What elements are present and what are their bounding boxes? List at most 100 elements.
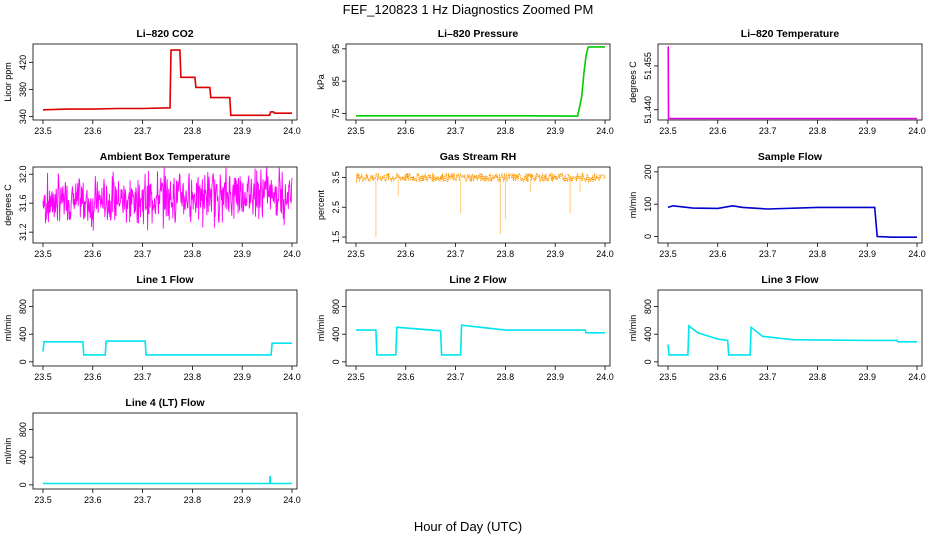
y-axis-label: ml/min: [3, 438, 13, 465]
x-tick-label: 23.6: [84, 495, 102, 505]
panel-title: Li–820 Temperature: [741, 28, 840, 40]
y-axis-label: degrees C: [628, 61, 638, 103]
x-tick-label: 23.8: [184, 495, 202, 505]
series-line: [356, 324, 605, 356]
y-axis-label: ml/min: [316, 315, 326, 342]
x-tick-label: 23.6: [84, 372, 102, 382]
x-tick-label: 23.8: [497, 249, 515, 259]
x-tick-label: 23.7: [759, 372, 777, 382]
figure-title: FEF_120823 1 Hz Diagnostics Zoomed PM: [343, 2, 594, 17]
x-tick-label: 23.7: [447, 249, 465, 259]
y-tick-label: 340: [18, 109, 28, 124]
series-line: [356, 46, 605, 117]
y-axis-label: kPa: [316, 74, 326, 90]
x-tick-label: 23.9: [546, 126, 564, 136]
figure-xlabel: Hour of Day (UTC): [414, 519, 522, 534]
series-line: [667, 46, 917, 120]
y-tick-label: 100: [643, 197, 653, 212]
x-tick-label: 23.9: [858, 249, 876, 259]
x-tick-label: 23.5: [34, 249, 52, 259]
panel-title: Li–820 Pressure: [438, 28, 519, 40]
x-tick-label: 23.7: [447, 126, 465, 136]
x-tick-label: 23.8: [497, 372, 515, 382]
panels: Li–820 CO2 23.5 23.6 23.7 23.8 23.9 24.0 340 380…: [3, 28, 926, 505]
y-tick-label: 31.2: [18, 223, 28, 241]
panel-title: Sample Flow: [758, 151, 823, 163]
panel-title: Line 3 Flow: [761, 274, 819, 286]
y-tick-label: 51.440: [643, 96, 653, 124]
panel-5: Gas Stream RH 23.5 23.6 23.7 23.8 23.9 24.0 1.5…: [316, 151, 614, 259]
panel-title: Line 4 (LT) Flow: [125, 397, 205, 409]
x-tick-label: 23.7: [759, 126, 777, 136]
x-tick-label: 23.5: [347, 249, 365, 259]
plot-frame: [657, 166, 923, 244]
y-axis-label: ml/min: [3, 315, 13, 342]
y-tick-label: 3.5: [331, 171, 341, 184]
x-tick-label: 23.5: [659, 126, 677, 136]
panel-6: Sample Flow 23.5 23.6 23.7 23.8 23.9 24.0 0 100 2…: [628, 151, 926, 259]
x-tick-label: 23.9: [233, 126, 251, 136]
x-tick-label: 23.9: [858, 126, 876, 136]
panel-2: Li–820 Pressure 23.5 23.6 23.7 23.8 23.9 24.0 7…: [316, 28, 614, 136]
y-tick-label: 31.6: [18, 194, 28, 212]
plot-frame: [345, 289, 611, 367]
x-tick-label: 23.8: [809, 126, 827, 136]
x-tick-label: 23.6: [709, 372, 727, 382]
plot-frame: [32, 166, 298, 244]
plot-frame: [345, 43, 611, 121]
x-tick-label: 24.0: [596, 372, 614, 382]
series-line: [42, 340, 292, 356]
y-tick-label: 2.5: [331, 201, 341, 214]
x-tick-label: 24.0: [908, 372, 926, 382]
x-tick-label: 24.0: [283, 495, 301, 505]
x-tick-label: 23.9: [233, 249, 251, 259]
series-line: [42, 167, 293, 231]
y-tick-label: 800: [18, 422, 28, 437]
panel-7: Line 1 Flow 23.5 23.6 23.7 23.8 23.9 24.0 0 400 8…: [3, 274, 301, 382]
x-tick-label: 23.8: [809, 372, 827, 382]
panel-title: Line 2 Flow: [449, 274, 507, 286]
x-tick-label: 23.6: [84, 126, 102, 136]
x-tick-label: 24.0: [283, 126, 301, 136]
x-tick-label: 23.7: [447, 372, 465, 382]
plot-frame: [657, 43, 923, 121]
x-tick-label: 23.9: [233, 495, 251, 505]
y-tick-label: 95: [331, 44, 341, 54]
series-line: [667, 324, 917, 356]
x-tick-label: 23.9: [546, 372, 564, 382]
x-tick-label: 23.6: [397, 372, 415, 382]
x-tick-label: 23.7: [134, 126, 152, 136]
x-tick-label: 23.5: [34, 126, 52, 136]
y-tick-label: 1.5: [331, 231, 341, 244]
y-tick-label: 0: [643, 234, 653, 239]
x-tick-label: 23.6: [709, 126, 727, 136]
panel-title: Ambient Box Temperature: [100, 151, 231, 163]
series-line: [667, 204, 917, 238]
y-tick-label: 0: [18, 482, 28, 487]
series-line: [42, 49, 292, 117]
panel-10: Line 4 (LT) Flow 23.5 23.6 23.7 23.8 23.9 24.0…: [3, 397, 301, 505]
panel-1: Li–820 CO2 23.5 23.6 23.7 23.8 23.9 24.0 340 380…: [3, 28, 301, 136]
x-tick-label: 24.0: [908, 126, 926, 136]
x-tick-label: 23.6: [84, 249, 102, 259]
panel-title: Li–820 CO2: [136, 28, 193, 40]
y-tick-label: 400: [18, 450, 28, 465]
series-line: [43, 475, 292, 485]
x-tick-label: 23.6: [709, 249, 727, 259]
x-tick-label: 23.9: [233, 372, 251, 382]
y-tick-label: 0: [643, 359, 653, 364]
y-tick-label: 200: [643, 164, 653, 179]
y-axis-label: percent: [316, 189, 326, 220]
panel-9: Line 3 Flow 23.5 23.6 23.7 23.8 23.9 24.0 0 400 8…: [628, 274, 926, 382]
x-tick-label: 23.9: [546, 249, 564, 259]
plot-frame: [657, 289, 923, 367]
x-tick-label: 23.5: [659, 249, 677, 259]
x-tick-label: 23.8: [497, 126, 515, 136]
y-tick-label: 400: [331, 327, 341, 342]
y-tick-label: 85: [331, 76, 341, 86]
y-tick-label: 32.0: [18, 165, 28, 183]
x-tick-label: 23.5: [347, 372, 365, 382]
x-tick-label: 23.7: [134, 495, 152, 505]
x-tick-label: 23.5: [34, 495, 52, 505]
